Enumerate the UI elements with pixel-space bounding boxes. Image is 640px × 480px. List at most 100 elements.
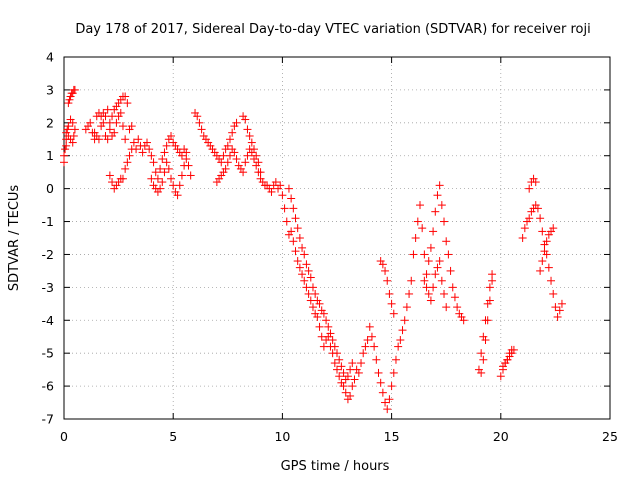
data-point bbox=[267, 187, 276, 196]
data-point bbox=[256, 168, 265, 177]
data-point bbox=[291, 247, 300, 256]
data-point bbox=[287, 194, 296, 203]
data-point bbox=[477, 349, 486, 358]
data-point bbox=[549, 289, 558, 298]
data-point bbox=[184, 161, 193, 170]
data-point bbox=[555, 306, 564, 315]
data-point bbox=[101, 112, 110, 121]
data-point bbox=[64, 122, 73, 131]
data-point bbox=[426, 296, 435, 305]
data-point bbox=[295, 263, 304, 272]
data-point bbox=[544, 263, 553, 272]
data-point bbox=[333, 349, 341, 358]
data-point bbox=[415, 201, 424, 210]
data-point bbox=[225, 135, 234, 144]
x-axis-label: GPS time / hours bbox=[281, 459, 390, 474]
data-point bbox=[503, 355, 512, 364]
data-point bbox=[374, 368, 383, 377]
data-point bbox=[333, 365, 341, 374]
data-point bbox=[291, 214, 300, 223]
data-point bbox=[536, 214, 545, 223]
y-tick-label: -3 bbox=[42, 280, 54, 295]
data-point bbox=[63, 125, 72, 134]
data-point bbox=[116, 108, 125, 117]
data-point bbox=[551, 303, 560, 312]
y-axis-label: SDTVAR / TECUs bbox=[7, 185, 22, 292]
data-point bbox=[361, 342, 370, 351]
data-point bbox=[383, 276, 392, 285]
data-point bbox=[110, 128, 119, 137]
data-point bbox=[105, 125, 114, 134]
data-point bbox=[398, 326, 407, 335]
data-point bbox=[418, 224, 427, 233]
data-point bbox=[289, 204, 298, 213]
data-point bbox=[402, 303, 411, 312]
data-point bbox=[164, 164, 173, 173]
data-point bbox=[300, 276, 309, 285]
data-point bbox=[440, 217, 449, 226]
data-point bbox=[64, 99, 73, 108]
data-point bbox=[407, 276, 416, 285]
x-tick-label: 10 bbox=[274, 429, 290, 444]
data-point bbox=[304, 266, 313, 275]
y-tick-label: 1 bbox=[46, 148, 54, 163]
data-point bbox=[335, 372, 344, 381]
data-point bbox=[328, 336, 337, 345]
data-point bbox=[149, 158, 158, 167]
data-point bbox=[381, 266, 390, 275]
data-point bbox=[411, 234, 420, 242]
grid bbox=[64, 57, 610, 419]
data-point bbox=[241, 115, 250, 124]
data-point bbox=[367, 332, 376, 341]
data-point bbox=[326, 329, 335, 338]
data-point bbox=[442, 303, 451, 312]
data-point bbox=[241, 158, 250, 167]
data-point bbox=[62, 141, 71, 150]
data-point bbox=[437, 276, 446, 285]
data-point bbox=[381, 398, 390, 407]
data-point bbox=[147, 151, 156, 160]
data-point bbox=[160, 168, 169, 177]
data-point bbox=[195, 118, 204, 127]
data-point bbox=[378, 260, 387, 269]
data-point bbox=[339, 368, 348, 377]
data-point bbox=[254, 158, 263, 167]
data-point bbox=[177, 151, 186, 160]
data-point bbox=[409, 250, 418, 259]
y-axis-ticks: -7 -6 -5 -4 -3 -2 -1 0 1 2 3 4 bbox=[42, 50, 610, 427]
data-point bbox=[444, 250, 453, 259]
data-point bbox=[230, 148, 239, 157]
data-point bbox=[378, 388, 387, 397]
data-point bbox=[507, 345, 516, 354]
data-point bbox=[123, 158, 132, 167]
data-point bbox=[431, 270, 440, 279]
data-point bbox=[121, 164, 130, 173]
data-point bbox=[365, 322, 374, 331]
data-point bbox=[553, 312, 562, 321]
data-point bbox=[250, 145, 259, 154]
data-point bbox=[533, 204, 542, 213]
data-point bbox=[420, 250, 429, 259]
data-point bbox=[295, 234, 304, 242]
data-point bbox=[459, 316, 468, 325]
data-point bbox=[289, 237, 298, 246]
data-point bbox=[162, 158, 171, 167]
data-point bbox=[383, 405, 392, 414]
data-points bbox=[60, 85, 566, 414]
data-point bbox=[357, 359, 366, 368]
x-axis-ticks: 0 5 10 15 20 25 bbox=[60, 57, 618, 444]
data-point bbox=[311, 289, 320, 298]
data-point bbox=[385, 289, 394, 298]
data-point bbox=[483, 316, 492, 325]
data-point bbox=[376, 378, 385, 387]
data-point bbox=[65, 95, 74, 104]
data-point bbox=[239, 168, 248, 177]
data-point bbox=[68, 118, 77, 127]
data-point bbox=[105, 171, 114, 180]
data-point bbox=[197, 125, 206, 134]
data-point bbox=[223, 158, 232, 167]
data-point bbox=[103, 135, 112, 144]
data-point bbox=[243, 151, 252, 160]
data-point bbox=[247, 138, 256, 147]
data-point bbox=[280, 204, 289, 213]
